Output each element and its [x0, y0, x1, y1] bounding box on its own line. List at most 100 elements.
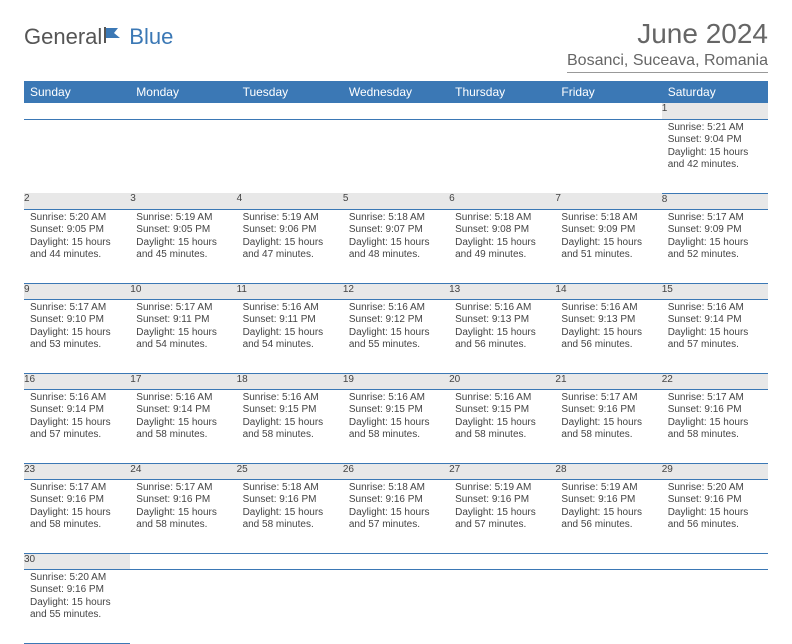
sunrise-text: Sunrise: 5:18 AM — [561, 212, 655, 225]
daylight-text: Daylight: 15 hours — [136, 237, 230, 250]
day-number: 20 — [449, 373, 555, 389]
sunrise-text: Sunrise: 5:21 AM — [668, 122, 762, 135]
logo-text-general: General — [24, 24, 102, 50]
sunrise-text: Sunrise: 5:20 AM — [668, 482, 762, 495]
week-row: Sunrise: 5:20 AMSunset: 9:16 PMDaylight:… — [24, 569, 768, 643]
logo: General Blue — [24, 24, 173, 50]
day-number — [555, 103, 661, 119]
sunrise-text: Sunrise: 5:16 AM — [136, 392, 230, 405]
day-number-row: 9101112131415 — [24, 283, 768, 299]
daylight-text: and 56 minutes. — [668, 519, 762, 532]
day-cell: Sunrise: 5:20 AMSunset: 9:16 PMDaylight:… — [662, 479, 768, 553]
day-number: 5 — [343, 193, 449, 209]
day-cell: Sunrise: 5:17 AMSunset: 9:10 PMDaylight:… — [24, 299, 130, 373]
day-cell — [343, 119, 449, 193]
day-cell: Sunrise: 5:18 AMSunset: 9:08 PMDaylight:… — [449, 209, 555, 283]
week-row: Sunrise: 5:16 AMSunset: 9:14 PMDaylight:… — [24, 389, 768, 463]
day-number: 30 — [24, 553, 130, 569]
day-cell: Sunrise: 5:19 AMSunset: 9:05 PMDaylight:… — [130, 209, 236, 283]
daylight-text: and 58 minutes. — [349, 429, 443, 442]
day-number: 16 — [24, 373, 130, 389]
sunrise-text: Sunrise: 5:16 AM — [455, 302, 549, 315]
daylight-text: Daylight: 15 hours — [30, 237, 124, 250]
day-number: 13 — [449, 283, 555, 299]
daylight-text: Daylight: 15 hours — [30, 597, 124, 610]
day-number: 27 — [449, 463, 555, 479]
daylight-text: Daylight: 15 hours — [455, 507, 549, 520]
day-cell: Sunrise: 5:19 AMSunset: 9:16 PMDaylight:… — [555, 479, 661, 553]
day-number: 1 — [662, 103, 768, 119]
sunrise-text: Sunrise: 5:16 AM — [349, 302, 443, 315]
sunrise-text: Sunrise: 5:19 AM — [455, 482, 549, 495]
sunrise-text: Sunrise: 5:18 AM — [349, 482, 443, 495]
daylight-text: Daylight: 15 hours — [30, 327, 124, 340]
day-cell — [130, 569, 236, 643]
day-cell: Sunrise: 5:17 AMSunset: 9:09 PMDaylight:… — [662, 209, 768, 283]
daylight-text: Daylight: 15 hours — [136, 417, 230, 430]
day-cell: Sunrise: 5:18 AMSunset: 9:16 PMDaylight:… — [237, 479, 343, 553]
sunset-text: Sunset: 9:16 PM — [668, 494, 762, 507]
week-row: Sunrise: 5:17 AMSunset: 9:10 PMDaylight:… — [24, 299, 768, 373]
day-number: 4 — [237, 193, 343, 209]
day-number: 6 — [449, 193, 555, 209]
sunset-text: Sunset: 9:09 PM — [561, 224, 655, 237]
daylight-text: Daylight: 15 hours — [349, 417, 443, 430]
sunrise-text: Sunrise: 5:16 AM — [243, 302, 337, 315]
sunset-text: Sunset: 9:15 PM — [349, 404, 443, 417]
daylight-text: Daylight: 15 hours — [561, 507, 655, 520]
week-row: Sunrise: 5:20 AMSunset: 9:05 PMDaylight:… — [24, 209, 768, 283]
daylight-text: Daylight: 15 hours — [30, 507, 124, 520]
day-cell — [130, 119, 236, 193]
day-number — [130, 103, 236, 119]
day-cell: Sunrise: 5:16 AMSunset: 9:13 PMDaylight:… — [449, 299, 555, 373]
day-number: 9 — [24, 283, 130, 299]
sunset-text: Sunset: 9:05 PM — [30, 224, 124, 237]
sunrise-text: Sunrise: 5:19 AM — [136, 212, 230, 225]
sunrise-text: Sunrise: 5:18 AM — [243, 482, 337, 495]
calendar-body: 1 Sunrise: 5:21 AMSunset: 9:04 PM Daylight… — [24, 103, 768, 643]
sunset-text: Sunset: 9:07 PM — [349, 224, 443, 237]
day-number — [130, 553, 236, 569]
daylight-text: and 58 minutes. — [455, 429, 549, 442]
day-cell: Sunrise: 5:16 AMSunset: 9:11 PMDaylight:… — [237, 299, 343, 373]
day-cell — [24, 119, 130, 193]
day-cell — [237, 569, 343, 643]
daylight-text: and 53 minutes. — [30, 339, 124, 352]
day-number: 8 — [662, 193, 768, 209]
sunset-text: Sunset: 9:10 PM — [30, 314, 124, 327]
day-number: 12 — [343, 283, 449, 299]
daylight-text: and 48 minutes. — [349, 249, 443, 262]
sunrise-text: Sunrise: 5:17 AM — [668, 212, 762, 225]
sunset-text: Sunset: 9:04 PM — [668, 134, 762, 147]
daylight-text: and 55 minutes. — [349, 339, 443, 352]
sunset-text: Sunset: 9:16 PM — [455, 494, 549, 507]
daylight-text: and 56 minutes. — [561, 519, 655, 532]
sunset-text: Sunset: 9:14 PM — [136, 404, 230, 417]
day-number: 29 — [662, 463, 768, 479]
month-title: June 2024 — [567, 18, 768, 50]
day-number-row: 2345678 — [24, 193, 768, 209]
daylight-text: and 57 minutes. — [349, 519, 443, 532]
daylight-text: and 54 minutes. — [136, 339, 230, 352]
daylight-text: and 45 minutes. — [136, 249, 230, 262]
sunset-text: Sunset: 9:14 PM — [30, 404, 124, 417]
sunrise-text: Sunrise: 5:16 AM — [243, 392, 337, 405]
day-cell: Sunrise: 5:18 AMSunset: 9:07 PMDaylight:… — [343, 209, 449, 283]
day-number: 10 — [130, 283, 236, 299]
day-number-row: 16171819202122 — [24, 373, 768, 389]
daylight-text: and 57 minutes. — [455, 519, 549, 532]
weekday-header: Wednesday — [343, 81, 449, 103]
sunrise-text: Sunrise: 5:16 AM — [349, 392, 443, 405]
daylight-text: Daylight: 15 hours — [668, 327, 762, 340]
day-number: 17 — [130, 373, 236, 389]
day-number: 22 — [662, 373, 768, 389]
daylight-text: Daylight: 15 hours — [349, 507, 443, 520]
day-number-row: 1 — [24, 103, 768, 119]
day-number — [662, 553, 768, 569]
sunrise-text: Sunrise: 5:16 AM — [668, 302, 762, 315]
title-block: June 2024 Bosanci, Suceava, Romania — [567, 18, 768, 73]
sunset-text: Sunset: 9:16 PM — [30, 494, 124, 507]
sunset-text: Sunset: 9:05 PM — [136, 224, 230, 237]
daylight-text: and 57 minutes. — [668, 339, 762, 352]
daylight-text: and 57 minutes. — [30, 429, 124, 442]
